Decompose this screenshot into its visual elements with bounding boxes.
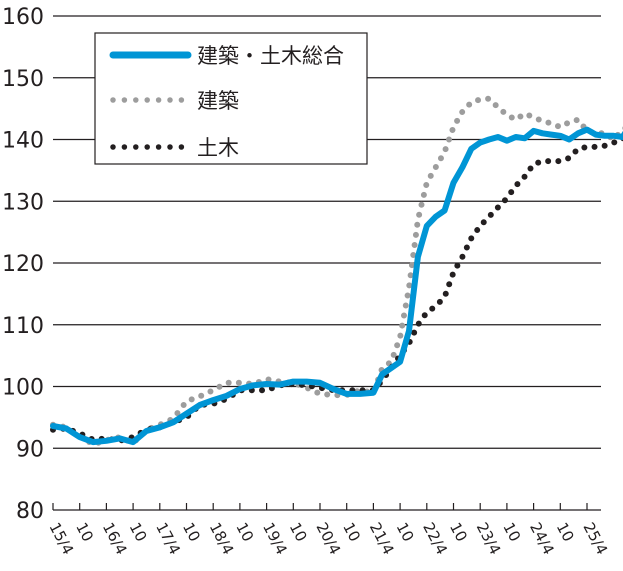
x-tick-label: 10 bbox=[553, 519, 578, 544]
y-tick-label: 90 bbox=[16, 437, 44, 462]
x-tick-label: 10 bbox=[499, 519, 524, 544]
x-tick-label: 25/4 bbox=[579, 519, 611, 557]
x-tick-label: 21/4 bbox=[366, 519, 398, 557]
x-tick-label: 22/4 bbox=[419, 519, 451, 557]
x-tick-label: 17/4 bbox=[152, 519, 184, 557]
x-tick-label: 16/4 bbox=[99, 519, 131, 557]
y-tick-label: 110 bbox=[2, 314, 44, 339]
x-tick-label: 10 bbox=[126, 519, 151, 544]
legend-label-total: 建築・土木総合 bbox=[197, 44, 344, 68]
series-total bbox=[50, 126, 623, 446]
x-axis: 15/410 16/410 17/410 18/410 19/410 20/410 21/4… bbox=[45, 503, 611, 558]
x-tick-label: 10 bbox=[72, 519, 97, 544]
y-tick-label: 130 bbox=[2, 190, 44, 215]
series-architecture bbox=[50, 95, 623, 448]
x-tick-label: 18/4 bbox=[206, 519, 238, 557]
y-axis-labels: 80 90 100 110 120 130 140 150 160 bbox=[2, 5, 44, 524]
legend-label-architecture: 建築 bbox=[197, 89, 239, 113]
x-tick-label: 23/4 bbox=[473, 519, 505, 557]
x-tick-label: 10 bbox=[179, 519, 204, 544]
y-tick-label: 150 bbox=[2, 67, 44, 92]
data-series bbox=[50, 95, 623, 448]
y-tick-label: 80 bbox=[16, 499, 44, 524]
y-tick-label: 120 bbox=[2, 252, 44, 277]
x-tick-label: 24/4 bbox=[526, 519, 558, 557]
x-tick-label: 10 bbox=[393, 519, 418, 544]
y-tick-label: 140 bbox=[2, 129, 44, 154]
x-tick-label: 10 bbox=[286, 519, 311, 544]
x-tick-label: 15/4 bbox=[45, 519, 77, 557]
y-tick-label: 100 bbox=[2, 376, 44, 401]
legend-label-civil: 土木 bbox=[197, 136, 239, 160]
x-tick-label: 10 bbox=[339, 519, 364, 544]
x-tick-label: 10 bbox=[446, 519, 471, 544]
x-tick-label: 10 bbox=[232, 519, 257, 544]
x-tick-label: 20/4 bbox=[312, 519, 344, 557]
legend: 建築・土木総合 建築 土木 bbox=[94, 32, 368, 165]
x-tick-label: 19/4 bbox=[259, 519, 291, 557]
y-tick-label: 160 bbox=[2, 5, 44, 30]
